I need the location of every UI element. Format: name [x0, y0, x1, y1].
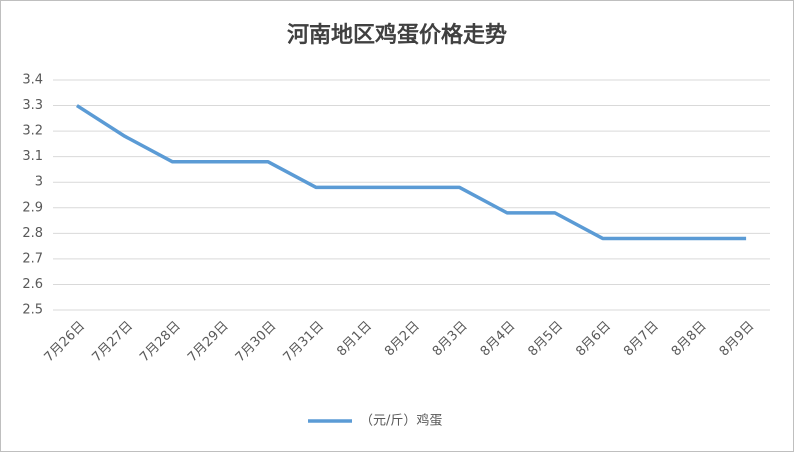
y-tick-label: 2.5	[22, 303, 43, 318]
y-tick-label: 2.6	[22, 277, 43, 292]
series-line	[75, 104, 747, 241]
legend-label: （元/斤）鸡蛋	[360, 413, 442, 429]
chart-title: 河南地区鸡蛋价格走势	[287, 22, 507, 48]
y-tick-label: 3.3	[22, 98, 43, 113]
y-tick-label: 3.1	[22, 149, 43, 164]
y-tick-label: 2.7	[22, 251, 43, 266]
y-tick-label: 2.8	[22, 226, 43, 241]
y-tick-label: 3.2	[22, 124, 43, 139]
y-tick-label: 3	[35, 175, 43, 190]
y-tick-label: 2.9	[22, 200, 43, 215]
y-tick-label: 3.4	[22, 73, 43, 88]
